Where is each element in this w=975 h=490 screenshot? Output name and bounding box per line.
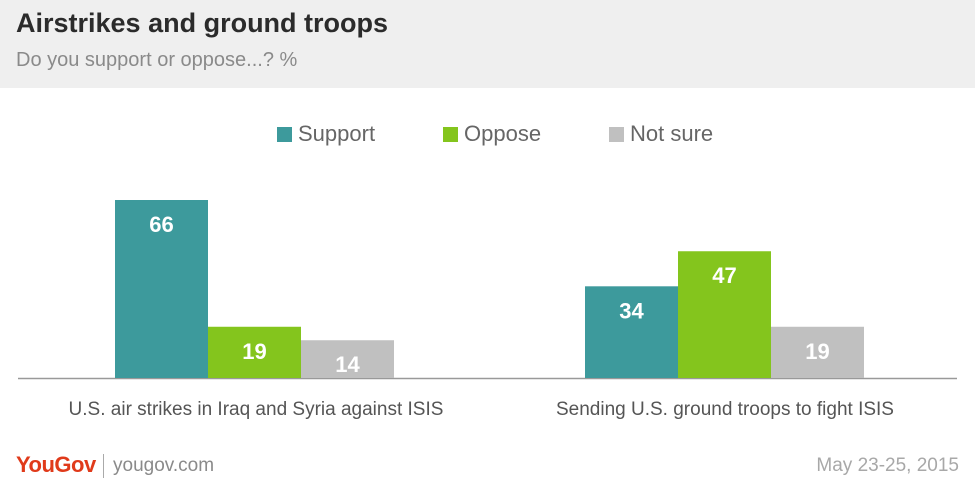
data-label-not-sure-2: 19: [805, 339, 829, 364]
legend-item-not-sure: Not sure: [609, 121, 713, 147]
chart-subtitle: Do you support or oppose...? %: [16, 49, 298, 71]
chart-legend: Support Oppose Not sure: [0, 121, 975, 147]
legend-swatch-not-sure: [609, 126, 624, 142]
legend-label-oppose: Oppose: [464, 121, 542, 146]
legend-item-support: Support: [277, 121, 375, 147]
chart-title: Airstrikes and ground troops: [16, 8, 389, 38]
data-label-oppose-2: 47: [712, 263, 736, 288]
legend-label-not-sure: Not sure: [630, 121, 714, 146]
chart-header: Airstrikes and ground troops Do you supp…: [0, 0, 975, 88]
category-label-2: Sending U.S. ground troops to fight ISIS: [556, 399, 894, 420]
bar-not-sure-1: [301, 340, 394, 378]
footer-divider: [103, 454, 104, 478]
bar-oppose-1: [208, 326, 301, 378]
bar-support-1: [115, 200, 208, 378]
survey-date: May 23-25, 2015: [816, 455, 959, 476]
bar-oppose-2: [678, 251, 771, 378]
data-label-support-1: 66: [149, 212, 173, 237]
data-label-oppose-1: 19: [242, 339, 266, 364]
bar-chart: 66 19 14 U.S. air strikes in Iraq and Syria…: [18, 200, 957, 420]
legend-swatch-support: [277, 126, 292, 142]
category-label-1: U.S. air strikes in Iraq and Syria again…: [69, 399, 444, 420]
legend-item-oppose: Oppose: [443, 121, 541, 147]
legend-swatch-oppose: [443, 126, 458, 142]
bar-support-2: [585, 286, 678, 378]
legend-label-support: Support: [298, 121, 376, 146]
bar-not-sure-2: [771, 326, 864, 378]
data-label-not-sure-1: 14: [335, 352, 360, 377]
yougov-logo: YouGov: [16, 452, 96, 477]
footer-url: yougov.com: [113, 455, 215, 476]
data-label-support-2: 34: [619, 298, 644, 323]
